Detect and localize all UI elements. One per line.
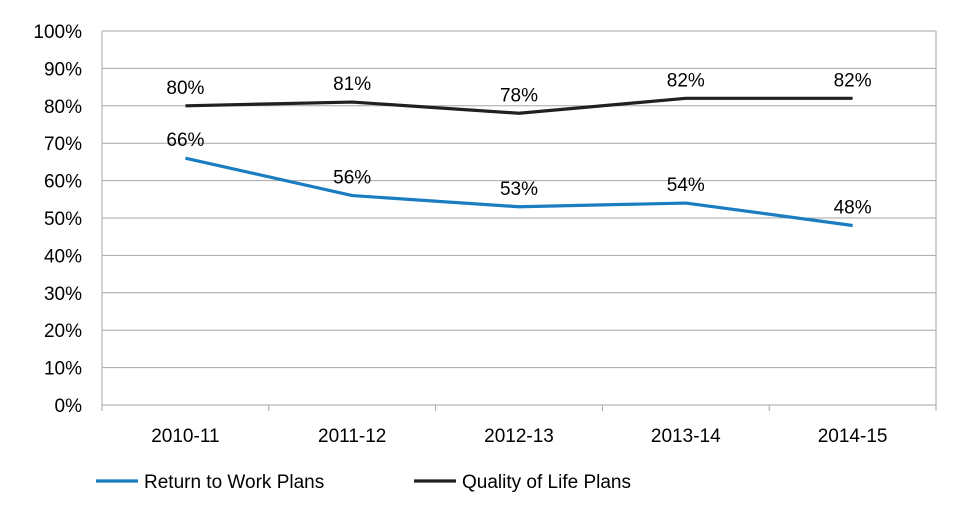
data-label: 53% xyxy=(500,179,538,200)
y-tick-label: 60% xyxy=(44,172,82,193)
series-line-return-to-work xyxy=(185,156,853,228)
series-line-quality-of-life xyxy=(185,96,853,115)
y-tick-label: 70% xyxy=(44,134,82,155)
series-lines xyxy=(185,96,853,228)
data-labels: 66% 56% 53% 54% 48% 80% 81% 78% 82% 82% xyxy=(166,70,871,218)
data-label: 66% xyxy=(166,130,204,151)
x-tick-label: 2010-11 xyxy=(151,426,219,447)
data-label: 78% xyxy=(500,85,538,106)
x-tick-label: 2012-13 xyxy=(484,426,554,447)
data-label: 80% xyxy=(166,78,204,99)
y-tick-label: 10% xyxy=(44,359,82,380)
x-tick-label: 2013-14 xyxy=(651,426,721,447)
gridlines xyxy=(101,30,937,406)
data-label: 82% xyxy=(667,70,705,91)
x-tick-label: 2014-15 xyxy=(818,426,888,447)
data-label: 81% xyxy=(333,74,371,95)
x-axis: 2010-11 2011-12 2012-13 2013-14 2014-15 xyxy=(101,405,937,447)
y-axis: 0% 10% 20% 30% 40% 50% 60% 70% 80% 90% 100% xyxy=(33,22,82,417)
legend-item: Return to Work Plans xyxy=(96,472,324,493)
y-tick-label: 40% xyxy=(44,246,82,267)
data-label: 56% xyxy=(333,168,371,189)
legend-label: Quality of Life Plans xyxy=(462,472,631,493)
legend-label: Return to Work Plans xyxy=(144,472,324,493)
y-tick-label: 80% xyxy=(44,97,82,118)
y-tick-label: 90% xyxy=(44,59,82,80)
y-tick-label: 0% xyxy=(55,396,83,417)
data-label: 48% xyxy=(834,197,872,218)
data-label: 54% xyxy=(667,175,705,196)
x-tick-label: 2011-12 xyxy=(318,426,386,447)
y-tick-label: 100% xyxy=(33,22,82,43)
legend-item: Quality of Life Plans xyxy=(414,472,631,493)
y-tick-label: 20% xyxy=(44,321,82,342)
data-label: 82% xyxy=(834,70,872,91)
legend: Return to Work Plans Quality of Life Plan… xyxy=(96,472,631,493)
y-tick-label: 50% xyxy=(44,209,82,230)
y-tick-label: 30% xyxy=(44,284,82,305)
